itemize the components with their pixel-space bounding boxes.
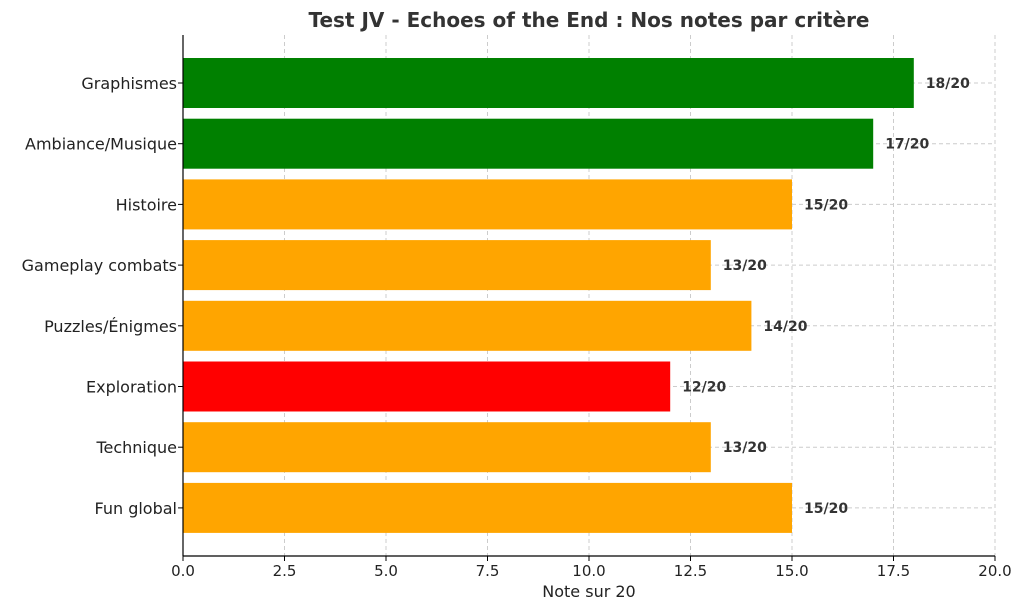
data-label: 13/20	[723, 258, 767, 274]
category-label: Exploration	[86, 378, 177, 397]
grid-lines	[182, 35, 996, 556]
category-label: Gameplay combats	[22, 256, 177, 275]
bar	[183, 240, 711, 291]
data-label: 13/20	[723, 440, 767, 456]
x-tick-label: 12.5	[674, 562, 707, 580]
x-axis-label: Note sur 20	[542, 582, 635, 601]
x-tick-label: 20.0	[978, 562, 1011, 580]
x-tick-label: 17.5	[877, 562, 910, 580]
bar	[183, 422, 711, 473]
data-label: 18/20	[926, 76, 970, 92]
chart-title: Test JV - Echoes of the End : Nos notes …	[308, 8, 869, 32]
x-tick-label: 7.5	[476, 562, 500, 580]
category-label: Technique	[95, 438, 177, 457]
data-label: 15/20	[804, 501, 848, 517]
category-label: Ambiance/Musique	[25, 135, 177, 154]
category-label: Graphismes	[81, 74, 177, 93]
data-label: 12/20	[682, 380, 726, 396]
bar	[183, 58, 914, 108]
data-label: 17/20	[885, 137, 929, 153]
category-labels: Graphismes Ambiance/Musique Histoire Gamepl…	[22, 74, 183, 518]
category-label: Histoire	[116, 195, 177, 214]
bar	[183, 179, 792, 230]
bar	[183, 118, 874, 169]
data-label: 15/20	[804, 197, 848, 213]
x-tick-label: 2.5	[273, 562, 297, 580]
x-tick-label: 10.0	[572, 562, 605, 580]
data-label: 14/20	[763, 319, 807, 335]
category-label: Fun global	[95, 499, 178, 518]
x-tick-label: 0.0	[171, 562, 195, 580]
bar	[183, 482, 792, 533]
bar	[183, 361, 671, 412]
x-tick-label: 5.0	[374, 562, 398, 580]
data-labels: 18/20 17/20 15/20 13/20 14/20 12/20 13/20 15/20	[682, 76, 970, 517]
x-tick-label: 15.0	[775, 562, 808, 580]
bars	[183, 58, 914, 533]
category-label: Puzzles/Énigmes	[44, 317, 177, 336]
bar	[183, 300, 752, 351]
x-tick-labels: 0.0 2.5 5.0 7.5 10.0 12.5 15.0 17.5 20.0	[171, 556, 1012, 580]
